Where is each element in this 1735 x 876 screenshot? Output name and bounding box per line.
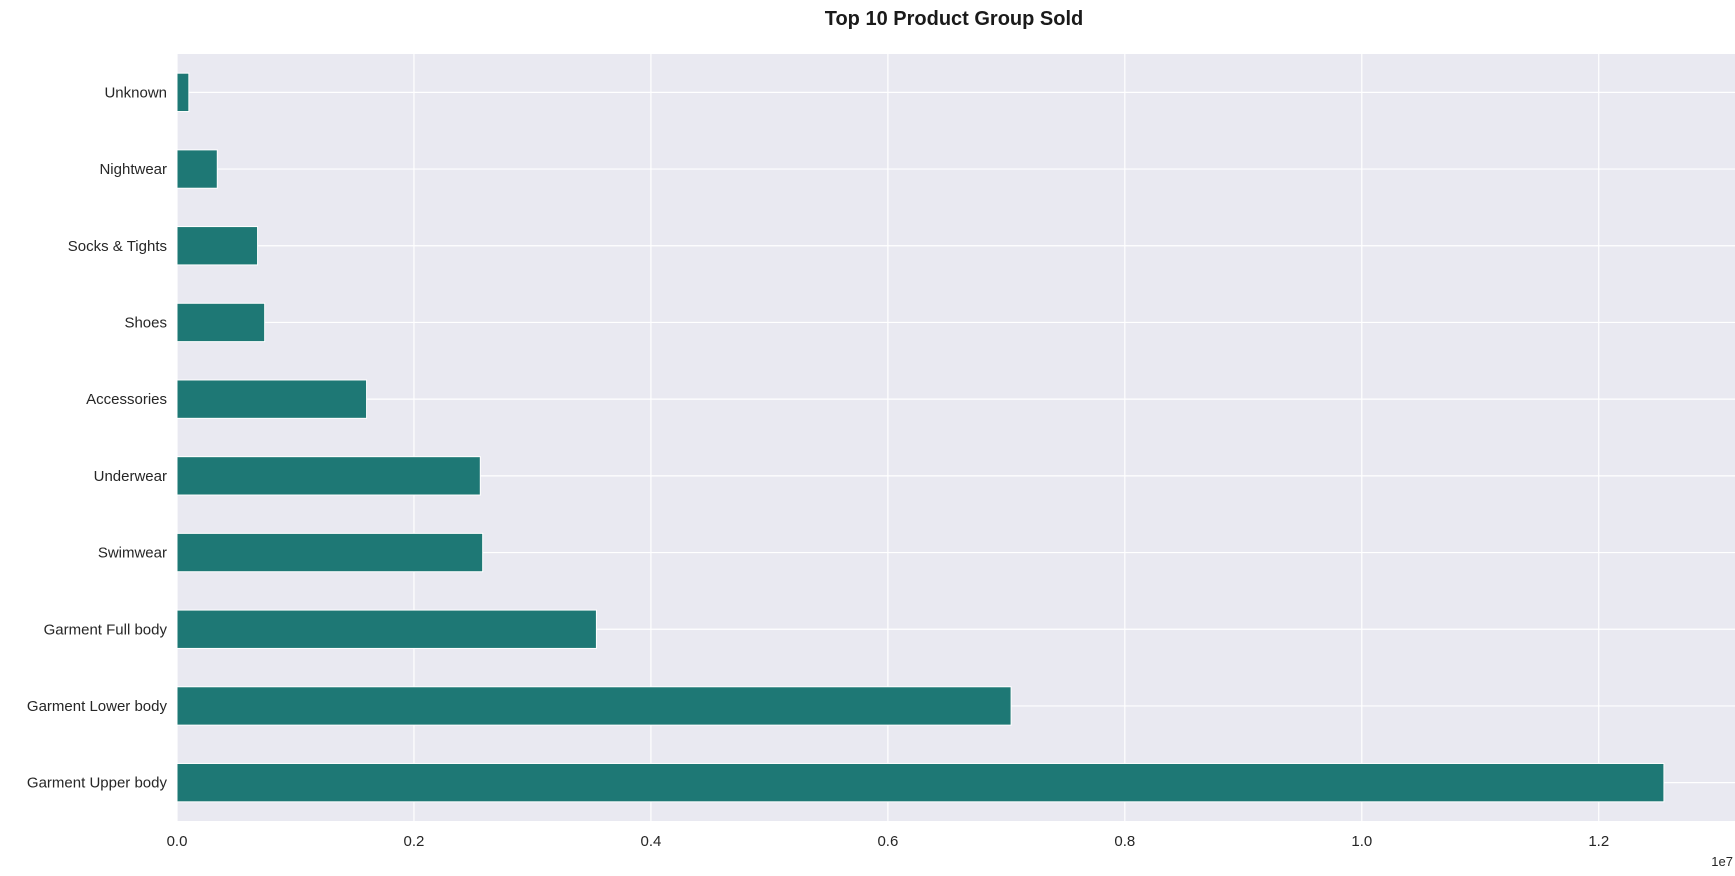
x-tick-labels: 0.0 0.2 0.4 0.6 0.8 1.0 1.2 — [167, 833, 1610, 850]
x-tick-label: 0.0 — [167, 833, 188, 850]
bar — [176, 379, 368, 419]
x-tick-label: 0.4 — [640, 833, 661, 850]
y-tick-label: Socks & Tights — [68, 238, 167, 255]
bar — [176, 226, 259, 266]
y-tick-label: Accessories — [86, 391, 167, 408]
bar — [176, 609, 597, 649]
y-tick-label: Garment Upper body — [27, 775, 168, 792]
x-tick-label: 1.0 — [1351, 833, 1372, 850]
y-tick-label: Shoes — [124, 314, 167, 331]
bar — [176, 762, 1665, 803]
y-tick-labels: Garment Upper body Garment Lower body Garm… — [27, 84, 168, 791]
bar — [176, 72, 190, 113]
x-tick-label: 1.2 — [1588, 833, 1609, 850]
x-tick-label: 0.2 — [404, 833, 425, 850]
y-tick-label: Garment Full body — [44, 621, 168, 638]
bar — [176, 302, 266, 343]
y-tick-label: Garment Lower body — [27, 698, 168, 715]
y-tick-label: Nightwear — [99, 161, 167, 178]
bar — [176, 149, 218, 189]
y-tick-label: Underwear — [94, 468, 167, 485]
y-tick-label: Swimwear — [98, 545, 167, 562]
x-axis-offset-label: 1e7 — [1711, 854, 1733, 869]
bar — [176, 686, 1012, 726]
bar — [176, 532, 484, 573]
x-tick-label: 0.8 — [1114, 833, 1135, 850]
bars — [176, 72, 1665, 803]
chart-title: Top 10 Product Group Sold — [825, 8, 1084, 30]
y-tick-label: Unknown — [104, 84, 167, 101]
bar — [176, 456, 481, 496]
x-tick-label: 0.6 — [877, 833, 898, 850]
